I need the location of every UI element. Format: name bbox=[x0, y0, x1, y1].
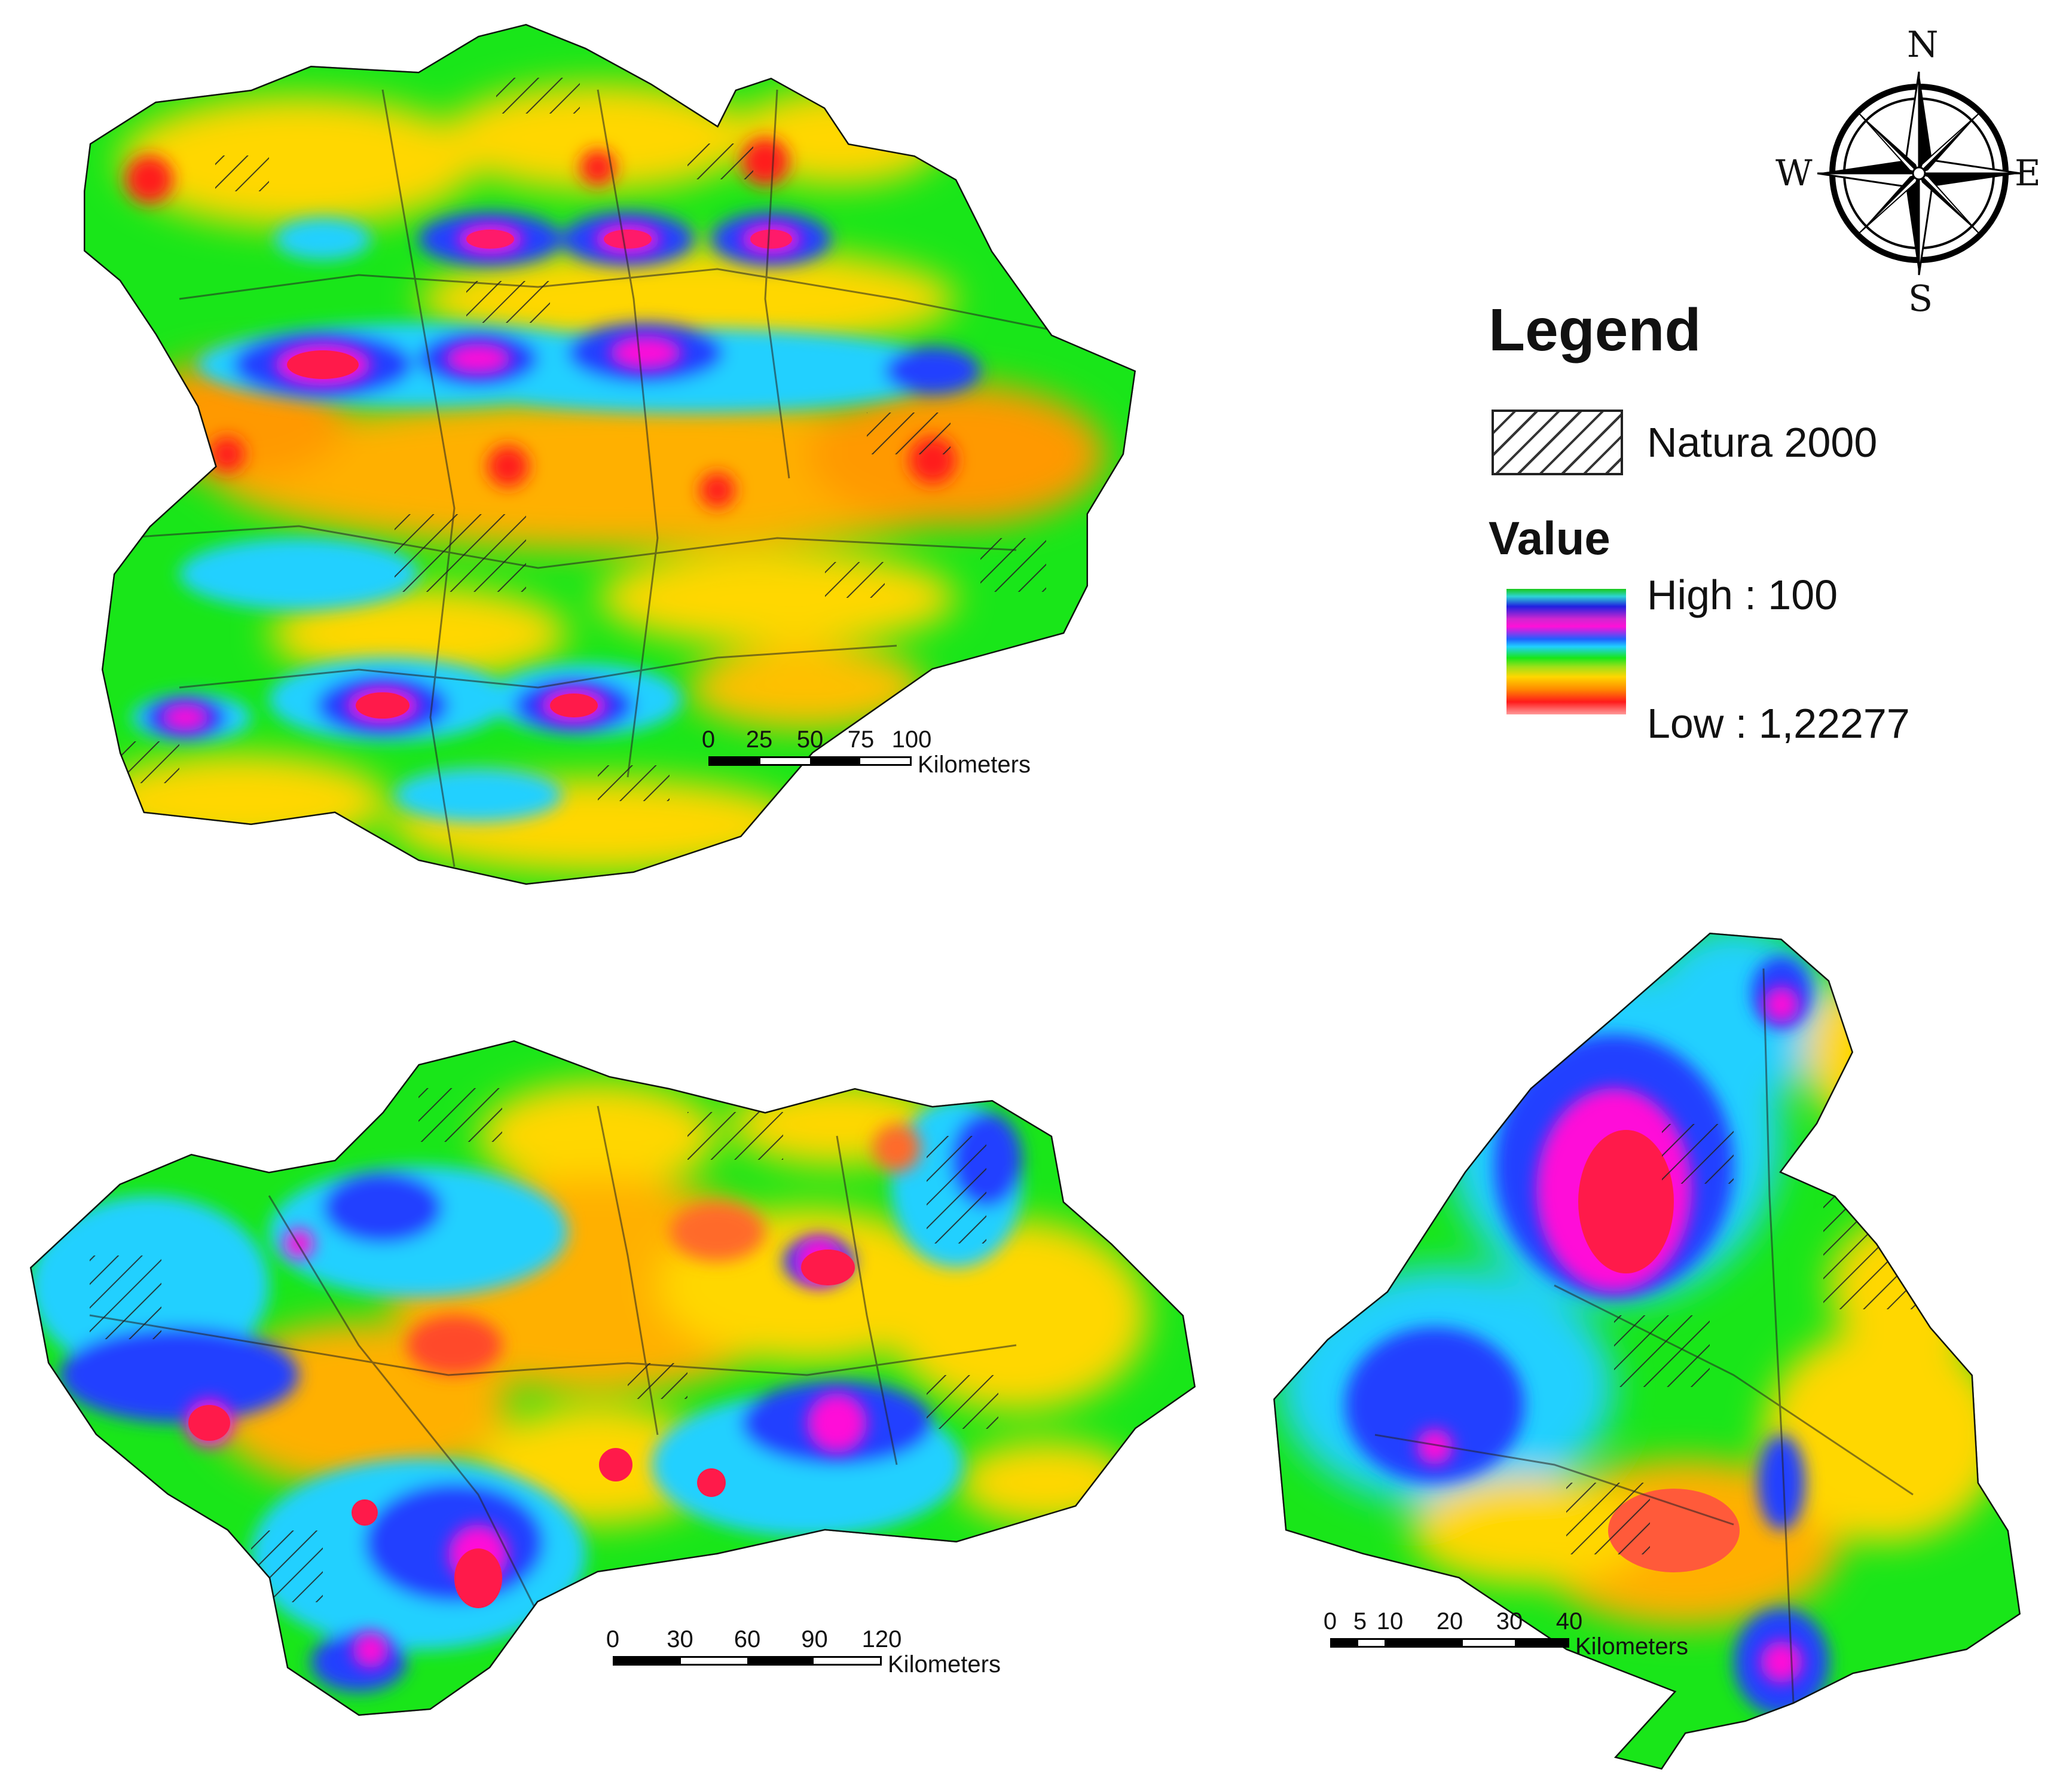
scale-units: Kilometers bbox=[888, 1651, 1001, 1678]
scale-tick: 90 bbox=[801, 1626, 828, 1652]
scale-tick: 120 bbox=[861, 1626, 902, 1652]
scale-tick: 0 bbox=[606, 1626, 620, 1652]
scale-tick: 30 bbox=[1496, 1608, 1523, 1635]
scale-tick: 20 bbox=[1436, 1608, 1463, 1635]
natura-hatch-swatch bbox=[1492, 410, 1623, 475]
compass-west-label: W bbox=[1775, 152, 1813, 194]
scale-tick: 5 bbox=[1353, 1608, 1367, 1635]
scale-units: Kilometers bbox=[918, 751, 1031, 778]
natura-label: Natura 2000 bbox=[1647, 419, 1878, 466]
scale-units: Kilometers bbox=[1575, 1633, 1688, 1660]
scale-tick: 40 bbox=[1555, 1608, 1583, 1635]
compass-north-label: N bbox=[1907, 24, 1939, 66]
compass-east-label: E bbox=[2015, 152, 2041, 194]
scale-tick: 10 bbox=[1376, 1608, 1404, 1635]
scale-tick: 25 bbox=[745, 726, 773, 753]
low-label: Low : 1,22277 bbox=[1647, 700, 1910, 747]
map-castilla-leon bbox=[84, 24, 1136, 885]
high-label: High : 100 bbox=[1647, 572, 1838, 618]
scale-tick: 50 bbox=[796, 726, 824, 753]
scalebar-madrid: 0 5 10 20 30 40 Kilometers bbox=[1324, 1608, 1688, 1660]
value-color-ramp bbox=[1506, 589, 1626, 714]
value-title: Value bbox=[1489, 512, 1610, 564]
scale-tick: 30 bbox=[667, 1626, 693, 1652]
legend-title: Legend bbox=[1489, 297, 1701, 363]
compass-south-label: S bbox=[1908, 278, 1933, 320]
scale-tick: 100 bbox=[891, 726, 932, 753]
scalebar-castilla-leon: 0 25 50 75 100 Kilometers bbox=[702, 726, 1031, 778]
scale-tick: 0 bbox=[701, 726, 716, 753]
scalebar-andalucia: 0 30 60 90 120 Kilometers bbox=[606, 1626, 1001, 1678]
scale-tick: 0 bbox=[1323, 1608, 1337, 1635]
scale-tick: 75 bbox=[847, 726, 875, 753]
scale-tick: 60 bbox=[734, 1626, 761, 1652]
compass-rose-icon bbox=[1817, 71, 2021, 276]
